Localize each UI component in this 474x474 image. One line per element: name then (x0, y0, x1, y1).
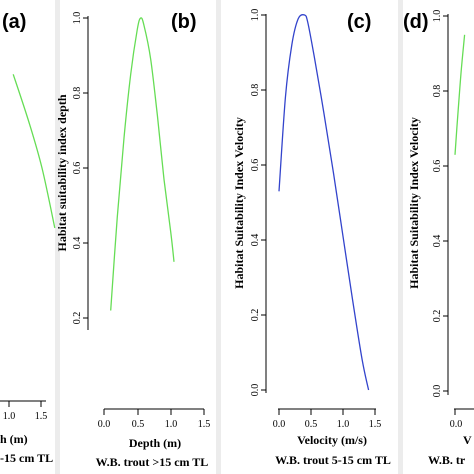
panel-b-y-tick-label-2: 0.4 (72, 237, 83, 250)
panel-d-label: (d) (403, 11, 429, 33)
panel-d-y-tick-label-2: 0.8 (432, 85, 443, 98)
panel-gap-ab (55, 0, 60, 474)
panel-b-x-label: Depth (m) (129, 436, 181, 450)
panel-c-label: (c) (347, 11, 371, 33)
panel-c-x-label: Velocity (m/s) (297, 433, 367, 447)
panel-d-y-tick-label-3: 0.6 (432, 160, 443, 173)
panel-b-x-tick-label-2: 0.5 (132, 419, 145, 430)
panel-b-x-tick-label-1: 0.0 (98, 419, 111, 430)
panel-c-x-tick-label-4: 1.5 (369, 419, 382, 430)
panel-c: (c) 0.0 0.2 0.4 0.6 0.8 1.0 0.0 0.5 1.0 … (232, 9, 391, 467)
panel-c-subtitle: W.B. trout 5-15 cm TL (275, 453, 391, 467)
panel-d-y-tick-label-5: 0.2 (432, 310, 443, 323)
panel-d-subtitle: W.B. tr (428, 453, 466, 467)
panel-gap-cd (398, 0, 403, 474)
panel-d-x-label: V (463, 433, 472, 447)
panel-a-series-line (12, 74, 56, 229)
panel-c-series-line (278, 13, 370, 391)
panel-c-y-tick-label-5: 0.8 (250, 84, 261, 97)
panel-b: (b) 0.2 0.4 0.6 0.8 1.0 0.0 0.5 1.0 1.5 … (55, 11, 210, 469)
panel-d-x-tick-label-1: 0.0 (450, 419, 463, 430)
panel-c-y-tick-label-3: 0.4 (250, 234, 261, 247)
panel-b-y-tick-label-5: 1.0 (72, 12, 83, 25)
panel-b-y-tick-label-1: 0.2 (72, 312, 83, 325)
panel-d: (d) 1.0 0.8 0.6 0.4 0.2 0.0 0.0 Habitat … (403, 10, 474, 467)
panel-d-y-tick-label-6: 0.0 (432, 385, 443, 398)
panel-c-y-tick-label-4: 0.6 (250, 159, 261, 172)
panel-a-subtitle: -15 cm TL (0, 451, 53, 465)
panel-c-y-tick-label-2: 0.2 (250, 309, 261, 322)
panel-a: (a) 1.0 1.5 h (m) -15 cm TL (0, 11, 56, 465)
panel-a-x-tick-label-1: 1.0 (3, 411, 16, 422)
panel-c-x-tick-label-3: 1.0 (337, 419, 350, 430)
panel-b-label: (b) (171, 11, 197, 33)
panel-d-y-label: Habitat Suitability Index Velocity (407, 117, 421, 289)
panel-b-y-label: Habitat suitability index depth (55, 94, 69, 251)
panel-b-series-line (110, 17, 175, 311)
panel-gap-bc (216, 0, 221, 474)
panel-b-x-tick-label-4: 1.5 (198, 419, 211, 430)
panel-b-y-tick-label-4: 0.8 (72, 87, 83, 100)
panel-c-x-tick-label-2: 0.5 (305, 419, 318, 430)
panel-c-y-label: Habitat Suitability Index Velocity (232, 117, 246, 289)
panel-d-y-tick-label-1: 1.0 (432, 10, 443, 23)
panel-b-y-tick-label-3: 0.6 (72, 162, 83, 175)
panel-b-x-tick-label-3: 1.0 (165, 419, 178, 430)
panel-d-series-line (454, 34, 466, 155)
panel-a-label: (a) (2, 11, 26, 33)
panel-c-y-tick-label-1: 0.0 (250, 384, 261, 397)
panel-c-y-tick-label-6: 1.0 (250, 9, 261, 22)
panel-c-x-tick-label-1: 0.0 (273, 419, 286, 430)
panel-a-x-tick-label-2: 1.5 (35, 411, 48, 422)
panel-d-y-tick-label-4: 0.4 (432, 235, 443, 248)
panel-a-x-label: h (m) (0, 432, 28, 446)
panel-b-subtitle: W.B. trout >15 cm TL (96, 455, 209, 469)
